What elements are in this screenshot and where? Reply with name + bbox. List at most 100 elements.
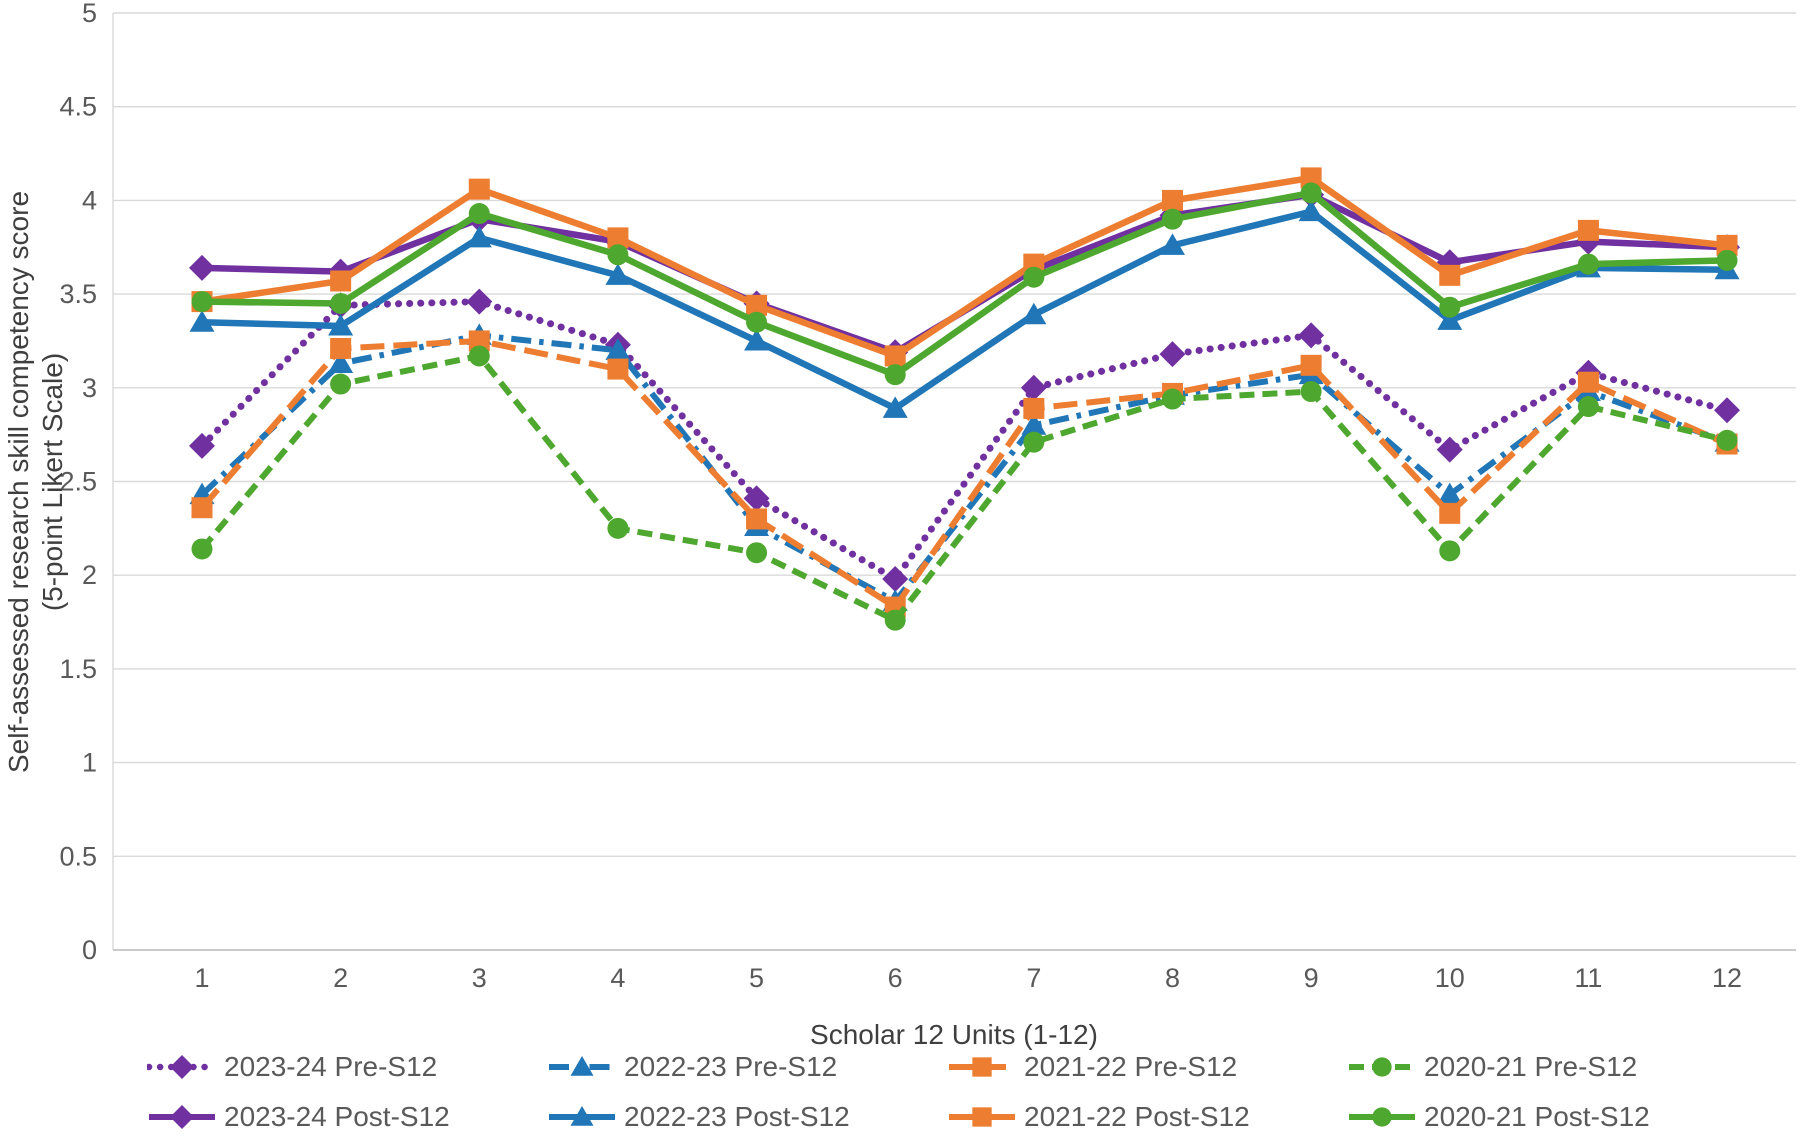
square-marker — [191, 497, 213, 519]
series-line — [199, 337, 1729, 611]
y-tick-label: 5 — [82, 0, 97, 28]
circle-marker — [1023, 431, 1045, 453]
circle-marker — [468, 203, 490, 225]
diamond-marker — [1436, 436, 1463, 463]
x-axis-tick-labels: 1 2 3 4 5 6 7 8 9 10 11 12 — [194, 963, 1742, 993]
x-tick-label: 5 — [749, 963, 764, 993]
y-tick-label: 3.5 — [59, 279, 97, 309]
diamond-marker — [1714, 397, 1741, 424]
y-tick-label: 3 — [82, 373, 97, 403]
diamond-marker — [1020, 374, 1047, 401]
diamond-marker — [1298, 322, 1325, 349]
triangle-marker — [1021, 302, 1047, 325]
triangle-marker — [328, 351, 354, 373]
circle-marker — [191, 538, 213, 560]
square-marker — [468, 330, 490, 352]
triangle-marker — [1298, 199, 1324, 222]
x-tick-label: 7 — [1026, 963, 1041, 993]
x-tick-label: 6 — [888, 963, 903, 993]
triangle-marker — [1437, 482, 1463, 505]
y-tick-label: 4.5 — [59, 92, 97, 122]
square-marker — [1439, 264, 1461, 286]
square-marker — [1023, 397, 1045, 419]
y-tick-label: 4 — [82, 185, 97, 215]
series-line — [201, 174, 1728, 360]
square-marker — [1577, 219, 1599, 241]
series-2023-24-pre-s12 — [189, 288, 1741, 592]
circle-marker — [746, 311, 768, 333]
triangle-marker — [605, 338, 631, 360]
triangle-marker — [882, 396, 908, 418]
series-2020-21-post-s12 — [191, 182, 1738, 386]
triangle-marker — [605, 263, 631, 285]
circle-marker — [607, 517, 629, 539]
circle-marker — [1716, 249, 1738, 271]
diamond-marker — [189, 432, 215, 459]
triangle-marker — [1159, 233, 1185, 255]
y-tick-label: 1.5 — [59, 654, 97, 684]
y-tick-label: 2.5 — [59, 467, 97, 497]
circle-marker — [330, 373, 352, 395]
axis-lines — [112, 13, 1796, 951]
diamond-marker — [466, 288, 493, 315]
square-marker — [1439, 502, 1461, 524]
x-axis-title: Scholar 12 Units (1-12) — [810, 1019, 1098, 1050]
triangle-marker — [189, 310, 215, 332]
series-line — [198, 298, 1731, 583]
series-line — [201, 189, 1728, 378]
x-tick-label: 11 — [1574, 963, 1602, 993]
circle-marker — [191, 291, 213, 313]
x-tick-label: 10 — [1435, 963, 1465, 993]
series-2021-22-post-s12 — [191, 167, 1738, 367]
series-plot-area — [189, 167, 1741, 631]
circle-marker — [1300, 381, 1322, 403]
triangle-marker — [328, 313, 354, 336]
series-line — [199, 352, 1728, 624]
triangle-marker — [1021, 413, 1047, 435]
diamond-marker — [1159, 341, 1186, 368]
x-tick-label: 1 — [194, 963, 209, 993]
y-tick-label: 2 — [82, 560, 97, 590]
square-marker — [330, 270, 352, 292]
y-tick-label: 1 — [82, 748, 97, 778]
square-marker — [746, 294, 768, 316]
circle-marker — [1300, 182, 1322, 204]
circle-marker — [1161, 388, 1183, 410]
series-2021-22-pre-s12 — [191, 330, 1738, 618]
circle-marker — [468, 345, 490, 367]
x-tick-label: 3 — [472, 963, 487, 993]
circle-marker — [1716, 429, 1738, 451]
gridlines — [113, 12, 1796, 951]
square-marker — [1161, 189, 1183, 211]
square-marker — [1300, 354, 1322, 376]
square-marker — [1577, 371, 1599, 393]
circle-marker — [330, 292, 352, 314]
square-marker — [746, 508, 768, 530]
circle-marker — [884, 609, 906, 631]
circle-marker — [607, 244, 629, 266]
square-marker — [1300, 167, 1322, 189]
diamond-marker — [882, 565, 909, 592]
circle-marker — [1577, 396, 1599, 418]
series-2020-21-pre-s12 — [191, 345, 1738, 631]
x-tick-label: 9 — [1304, 963, 1319, 993]
triangle-marker — [1437, 308, 1463, 330]
square-marker — [607, 227, 629, 249]
y-tick-label: 0 — [82, 935, 97, 965]
circle-marker — [1161, 208, 1183, 230]
y-axis-title-line2: (5-point Likert Scale) — [37, 353, 68, 611]
square-marker — [607, 358, 629, 380]
x-tick-label: 2 — [333, 963, 348, 993]
square-marker — [884, 345, 906, 367]
circle-marker — [1577, 253, 1599, 275]
square-marker — [1716, 234, 1738, 256]
series-2022-23-pre-s12 — [189, 323, 1740, 611]
circle-marker — [884, 364, 906, 386]
x-tick-label: 4 — [610, 963, 625, 993]
diamond-marker — [743, 485, 770, 512]
circle-marker — [746, 542, 768, 564]
y-axis-title-line1: Self-assessed research skill competency … — [3, 191, 34, 773]
circle-marker — [1023, 266, 1045, 288]
circle-marker — [1439, 540, 1461, 562]
